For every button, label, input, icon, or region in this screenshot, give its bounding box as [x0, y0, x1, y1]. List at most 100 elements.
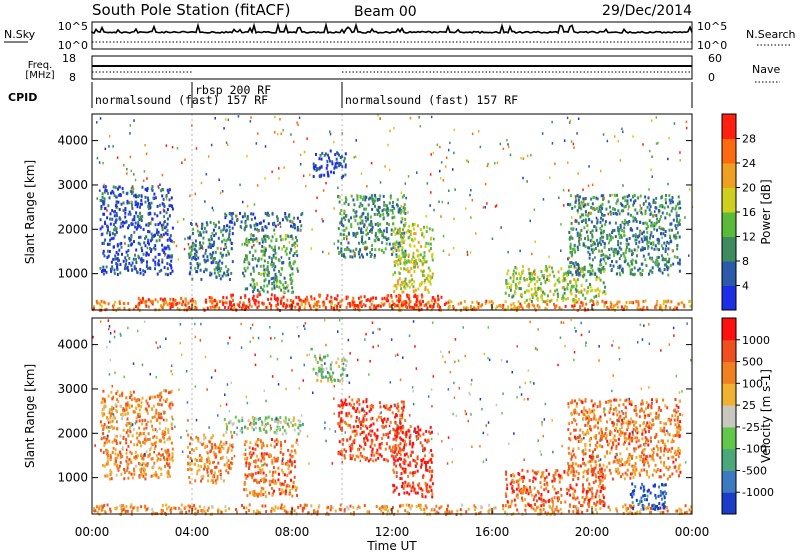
- heatmap-cell: [527, 267, 530, 271]
- heatmap-cell: [213, 268, 216, 272]
- heatmap-cell: [313, 511, 316, 515]
- heatmap-cell: [202, 442, 205, 446]
- heatmap-cell: [188, 272, 191, 276]
- heatmap-cell: [172, 303, 175, 307]
- heatmap-cell: [575, 284, 578, 288]
- heatmap-cell: [337, 186, 339, 190]
- heatmap-cell: [655, 196, 658, 200]
- heatmap-cell: [364, 198, 367, 202]
- heatmap-cell: [147, 253, 150, 257]
- heatmap-cell: [627, 212, 630, 216]
- heatmap-cell: [504, 291, 507, 295]
- heatmap-cell: [377, 452, 380, 456]
- heatmap-cell: [639, 194, 642, 198]
- heatmap-cell: [573, 146, 575, 149]
- heatmap-cell: [636, 254, 638, 258]
- heatmap-cell: [637, 303, 640, 307]
- heatmap-cell: [233, 222, 236, 226]
- heatmap-cell: [409, 464, 412, 468]
- heatmap-cell: [337, 357, 340, 361]
- heatmap-cell: [623, 230, 626, 234]
- heatmap-cell: [262, 487, 265, 491]
- heatmap-cell: [627, 205, 630, 209]
- heatmap-cell: [552, 503, 555, 507]
- heatmap-cell: [374, 195, 377, 199]
- heatmap-cell: [291, 272, 294, 276]
- heatmap-cell: [527, 302, 530, 306]
- heatmap-cell: [200, 475, 203, 479]
- heatmap-cell: [190, 221, 192, 225]
- heatmap-cell: [545, 269, 548, 273]
- heatmap-cell: [298, 116, 301, 119]
- heatmap-cell: [634, 208, 637, 212]
- heatmap-cell: [330, 377, 333, 381]
- heatmap-cell: [355, 214, 358, 218]
- heatmap-cell: [136, 270, 139, 274]
- heatmap-cell: [112, 236, 115, 240]
- heatmap-cell: [588, 256, 591, 260]
- heatmap-cell: [600, 216, 603, 220]
- heatmap-cell: [137, 306, 140, 310]
- heatmap-cell: [535, 292, 538, 296]
- heatmap-cell: [625, 242, 628, 246]
- heatmap-cell: [278, 259, 281, 263]
- heatmap-cell: [467, 160, 470, 164]
- heatmap-cell: [141, 185, 144, 189]
- heatmap-cell: [212, 260, 215, 264]
- heatmap-cell: [399, 298, 402, 302]
- heatmap-cell: [262, 289, 265, 293]
- heatmap-cell: [652, 241, 655, 245]
- heatmap-cell: [221, 240, 224, 244]
- heatmap-cell: [401, 411, 404, 415]
- heatmap-cell: [605, 300, 608, 304]
- heatmap-cell: [388, 201, 391, 205]
- heatmap-cell: [221, 455, 224, 459]
- heatmap-cell: [244, 294, 247, 298]
- heatmap-cell: [293, 485, 296, 489]
- heatmap-cell: [293, 140, 295, 144]
- heatmap-cell: [260, 479, 262, 482]
- heatmap-cell: [587, 238, 590, 242]
- heatmap-cell: [254, 426, 257, 430]
- heatmap-cell: [646, 238, 649, 242]
- heatmap-cell: [385, 208, 388, 212]
- heatmap-cell: [122, 209, 125, 213]
- heatmap-cell: [342, 403, 345, 407]
- heatmap-cell: [456, 509, 459, 513]
- heatmap-cell: [334, 153, 337, 157]
- heatmap-cell: [290, 279, 293, 283]
- heatmap-cell: [260, 249, 263, 253]
- heatmap-cell: [416, 457, 419, 461]
- heatmap-cell: [187, 468, 189, 472]
- heatmap-cell: [264, 225, 267, 229]
- colorbar-tick-label: 4: [742, 280, 749, 293]
- heatmap-cell: [365, 411, 368, 415]
- heatmap-cell: [399, 465, 402, 469]
- heatmap-cell: [108, 250, 111, 253]
- heatmap-cell: [244, 219, 247, 223]
- heatmap-cell: [159, 221, 162, 225]
- heatmap-cell: [675, 235, 678, 239]
- heatmap-cell: [637, 268, 640, 272]
- heatmap-cell: [576, 278, 579, 282]
- heatmap-cell: [144, 244, 147, 248]
- heatmap-cell: [133, 215, 136, 219]
- heatmap-cell: [293, 428, 296, 432]
- heatmap-cell: [131, 222, 134, 226]
- heatmap-cell: [477, 130, 480, 133]
- heatmap-cell: [369, 445, 372, 449]
- heatmap-cell: [295, 488, 297, 492]
- heatmap-cell: [143, 179, 145, 182]
- heatmap-cell: [617, 243, 620, 247]
- heatmap-cell: [346, 438, 349, 442]
- heatmap-cell: [341, 405, 344, 409]
- heatmap-cell: [426, 288, 429, 292]
- heatmap-cell: [231, 226, 234, 230]
- heatmap-cell: [280, 491, 283, 495]
- heatmap-cell: [250, 233, 252, 236]
- heatmap-cell: [176, 147, 179, 150]
- heatmap-cell: [152, 234, 155, 238]
- heatmap-cell: [675, 211, 678, 215]
- heatmap-cell: [189, 299, 192, 303]
- heatmap-cell: [114, 204, 117, 208]
